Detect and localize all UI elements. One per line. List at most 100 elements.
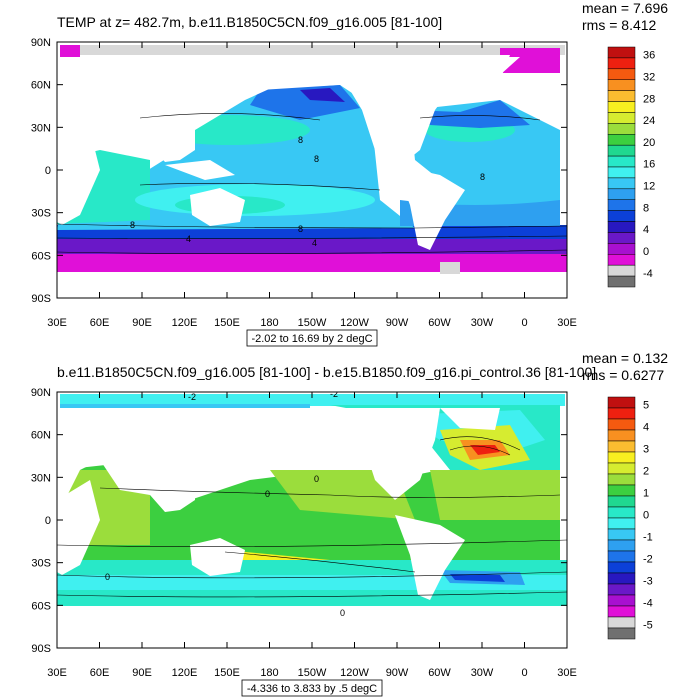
panel-2-contour-label: 0 (340, 608, 345, 618)
panel-1-y-axis: 90N 60N 30N 0 30S 60S 90S (31, 37, 567, 305)
panel-2-contour-label: 0 (105, 572, 110, 582)
colorbar-swatch (607, 144, 636, 157)
colorbar-swatch (607, 572, 636, 585)
colorbar-swatch (607, 616, 636, 629)
panel-2-land-antarctica (57, 608, 567, 648)
colorbar-swatch (607, 583, 636, 596)
colorbar-label: 28 (643, 93, 655, 105)
panel-1-range-label: -2.02 to 16.69 by 2 degC (251, 333, 372, 345)
y-tick-label: 30N (31, 122, 51, 134)
colorbar-swatch (607, 473, 636, 486)
colorbar-swatch (607, 561, 636, 574)
x-tick-label: 90E (132, 667, 152, 679)
panel-1-x-axis: 30E 60E 90E 120E 150E 180 150W 120W 90W 60W 30W 0 30… (47, 42, 577, 329)
x-tick-label: 30E (557, 317, 577, 329)
colorbar-swatch (607, 101, 636, 113)
colorbar-swatch (607, 275, 636, 288)
colorbar-swatch (607, 90, 636, 102)
colorbar-swatch (607, 264, 636, 277)
panel-2-title: b.e11.B1850C5CN.f09_g16.005 [81-100] - b… (57, 364, 596, 380)
colorbar-label: 8 (643, 202, 649, 214)
panel-1-contour-label: 8 (298, 135, 303, 145)
panel-1-mean: mean = 7.696 (582, 0, 668, 16)
x-tick-label: 30E (47, 317, 67, 329)
panel-1: TEMP at z= 482.7m, b.e11.B1850C5CN.f09_g… (31, 0, 668, 347)
x-tick-label: 90W (386, 317, 409, 329)
colorbar-swatch (607, 407, 636, 420)
colorbar-swatch (607, 484, 636, 497)
x-tick-label: 60E (90, 317, 110, 329)
panel-1-title: TEMP at z= 482.7m, b.e11.B1850C5CN.f09_g… (57, 14, 442, 30)
x-tick-label: 150W (298, 317, 327, 329)
x-tick-label: 120W (340, 317, 369, 329)
panel-1-contour-label: 8 (298, 224, 303, 234)
colorbar-label: 36 (643, 50, 655, 62)
panel-1-contour-label: 8 (480, 172, 485, 182)
panel-2-land-north-america (330, 408, 440, 500)
y-tick-label: 90S (31, 293, 51, 305)
x-tick-label: 180 (260, 317, 278, 329)
colorbar-swatch (607, 221, 636, 233)
panel-2-land-south-america (395, 515, 465, 600)
colorbar-label: -2 (643, 554, 653, 566)
colorbar-label: 20 (643, 137, 655, 149)
colorbar-swatch (607, 155, 636, 168)
colorbar-swatch (607, 418, 636, 431)
colorbar-label: 4 (643, 224, 649, 236)
y-tick-label: 90N (31, 387, 51, 399)
colorbar-label: -1 (643, 532, 653, 544)
panel-2-contour-label: -2 (330, 389, 338, 399)
colorbar-swatch (607, 627, 636, 640)
x-tick-label: 30E (47, 667, 67, 679)
panel-1-land-eurasia-africa (57, 57, 300, 162)
panel-2-map: -2 0 0 0 0 -2 (57, 389, 567, 648)
colorbar-label: -5 (643, 620, 653, 632)
colorbar-swatch (607, 506, 636, 519)
panel-2-land-eurasia-africa (57, 408, 300, 512)
colorbar-label: -4 (643, 268, 653, 280)
colorbar-label: 4 (643, 422, 649, 434)
x-tick-label: 0 (521, 667, 527, 679)
x-tick-label: 0 (521, 317, 527, 329)
x-tick-label: 30E (557, 667, 577, 679)
colorbar-swatch (607, 243, 636, 255)
panel-2-y-axis: 90N 60N 30N 0 30S 60S 90S (31, 387, 567, 655)
y-tick-label: 0 (45, 515, 51, 527)
panel-1-land-greenland (460, 55, 510, 80)
x-tick-label: 150E (214, 667, 240, 679)
colorbar-label: 16 (643, 159, 655, 171)
colorbar-swatch (607, 594, 636, 607)
colorbar-swatch (607, 57, 636, 70)
x-tick-label: 60W (428, 317, 451, 329)
y-tick-label: 90N (31, 37, 51, 49)
x-tick-label: 150E (214, 317, 240, 329)
panel-1-land-australia (190, 188, 245, 226)
y-tick-label: 60S (31, 600, 51, 612)
colorbar-swatch (607, 210, 636, 222)
colorbar-label: 12 (643, 181, 655, 193)
y-tick-label: 60N (31, 430, 51, 442)
panel-1-colorbar: 36 32 28 24 20 16 12 8 4 0 -4 (607, 46, 655, 288)
x-tick-label: 60W (428, 667, 451, 679)
panel-2-contour-label: 0 (265, 489, 270, 499)
colorbar-label: 5 (643, 400, 649, 412)
colorbar-label: 3 (643, 444, 649, 456)
colorbar-swatch (607, 440, 636, 453)
x-tick-label: 30W (471, 317, 494, 329)
colorbar-swatch (607, 539, 636, 552)
colorbar-swatch (607, 188, 636, 200)
panel-1-range-box: -2.02 to 16.69 by 2 degC (246, 329, 378, 347)
panel-1-land-south-america (395, 165, 465, 250)
y-tick-label: 30S (31, 558, 51, 570)
colorbar-swatch (607, 177, 636, 190)
colorbar-label: 2 (643, 466, 649, 478)
panel-1-contour-label: 4 (186, 234, 191, 244)
panel-2-land-greenland (440, 408, 500, 430)
panel-1-rms: rms = 8.412 (582, 17, 657, 33)
colorbar-swatch (607, 232, 636, 244)
colorbar-swatch (607, 166, 636, 179)
colorbar-swatch (607, 134, 636, 146)
panel-1-land-africa (57, 130, 100, 225)
x-tick-label: 180 (260, 667, 278, 679)
